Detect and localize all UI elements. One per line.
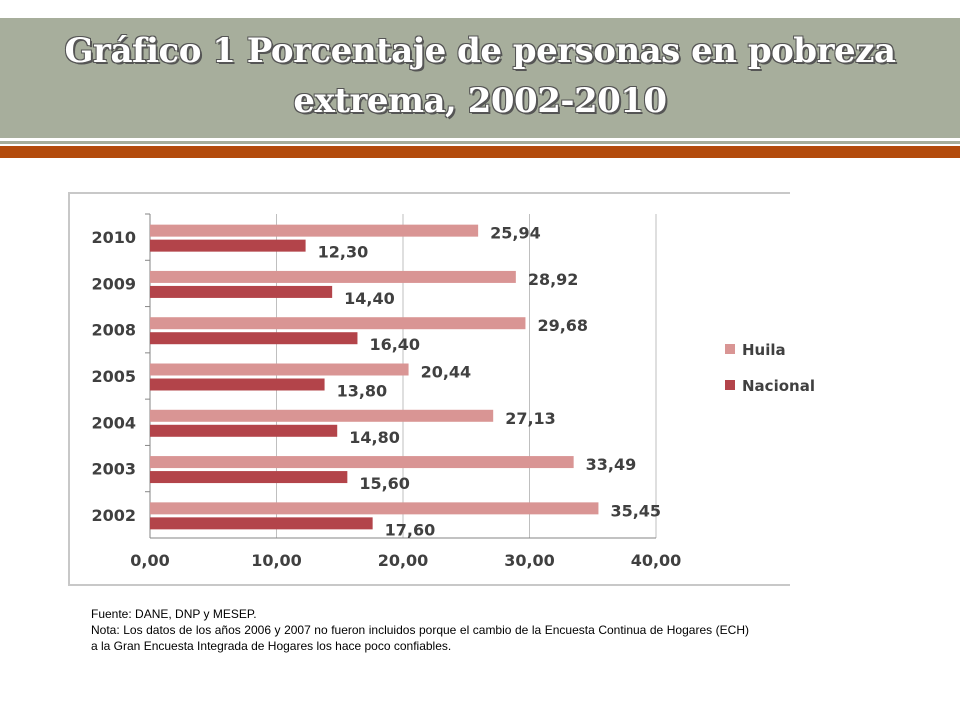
chart-frame: 0,00 10,00 20,00 30,00 40,00 2010 25,94 12,30 20…	[68, 192, 815, 586]
bar-huila	[150, 317, 526, 330]
legend-swatch-huila	[725, 344, 735, 354]
x-tick-label: 30,00	[504, 551, 555, 570]
bar-nacional	[150, 517, 373, 530]
legend-swatch-nacional	[725, 380, 735, 390]
x-tick-label: 10,00	[251, 551, 302, 570]
x-tick-label: 40,00	[631, 551, 682, 570]
data-label-huila: 27,13	[505, 409, 556, 428]
chart-notes: Fuente: DANE, DNP y MESEP. Nota: Los dat…	[91, 606, 749, 654]
data-label-huila: 28,92	[528, 270, 579, 289]
data-label-huila: 25,94	[490, 224, 541, 243]
data-label-nacional: 13,80	[337, 382, 388, 401]
bar-huila	[150, 224, 479, 237]
bar-nacional	[150, 471, 348, 484]
data-label-nacional: 16,40	[369, 335, 420, 354]
y-category-label: 2002	[91, 506, 136, 525]
data-label-huila: 20,44	[421, 363, 472, 382]
bar-huila	[150, 409, 494, 422]
data-label-nacional: 14,80	[349, 428, 400, 447]
bar-nacional	[150, 378, 325, 391]
source-text: Fuente: DANE, DNP y MESEP.	[91, 607, 257, 621]
note-text: Nota: Los datos de los años 2006 y 2007 …	[91, 623, 749, 653]
title-line-1: Gráfico 1 Porcentaje de personas en pobr…	[64, 31, 896, 71]
title-band	[0, 18, 960, 138]
y-category-label: 2004	[91, 413, 136, 432]
bar-huila	[150, 270, 516, 283]
data-label-huila: 29,68	[537, 316, 588, 335]
data-label-nacional: 14,40	[344, 289, 395, 308]
bar-chart: 0,00 10,00 20,00 30,00 40,00 2010 25,94 12,30 20…	[91, 213, 815, 570]
data-label-nacional: 15,60	[359, 474, 410, 493]
data-label-huila: 35,45	[610, 501, 661, 520]
data-label-nacional: 12,30	[318, 243, 369, 262]
legend-label-nacional: Nacional	[742, 377, 815, 395]
bar-huila	[150, 363, 409, 376]
data-label-nacional: 17,60	[385, 520, 436, 539]
y-category-label: 2009	[91, 274, 136, 293]
x-tick-label: 0,00	[130, 551, 169, 570]
bar-nacional	[150, 239, 306, 252]
title-rule-thick	[0, 146, 960, 158]
bar-nacional	[150, 285, 333, 298]
legend-label-huila: Huila	[742, 341, 786, 359]
bar-nacional	[150, 424, 338, 437]
data-label-huila: 33,49	[586, 455, 637, 474]
title-rule-thin	[0, 141, 960, 144]
slide-title: Gráfico 1 Porcentaje de personas en pobr…	[0, 26, 960, 126]
y-category-label: 2008	[91, 321, 136, 340]
bar-nacional	[150, 332, 358, 345]
bar-huila	[150, 456, 574, 469]
bar-huila	[150, 502, 599, 515]
y-category-label: 2005	[91, 367, 136, 386]
title-line-2: extrema, 2002-2010	[293, 81, 667, 121]
y-category-label: 2003	[91, 460, 136, 479]
x-tick-label: 20,00	[378, 551, 429, 570]
y-category-label: 2010	[91, 228, 136, 247]
